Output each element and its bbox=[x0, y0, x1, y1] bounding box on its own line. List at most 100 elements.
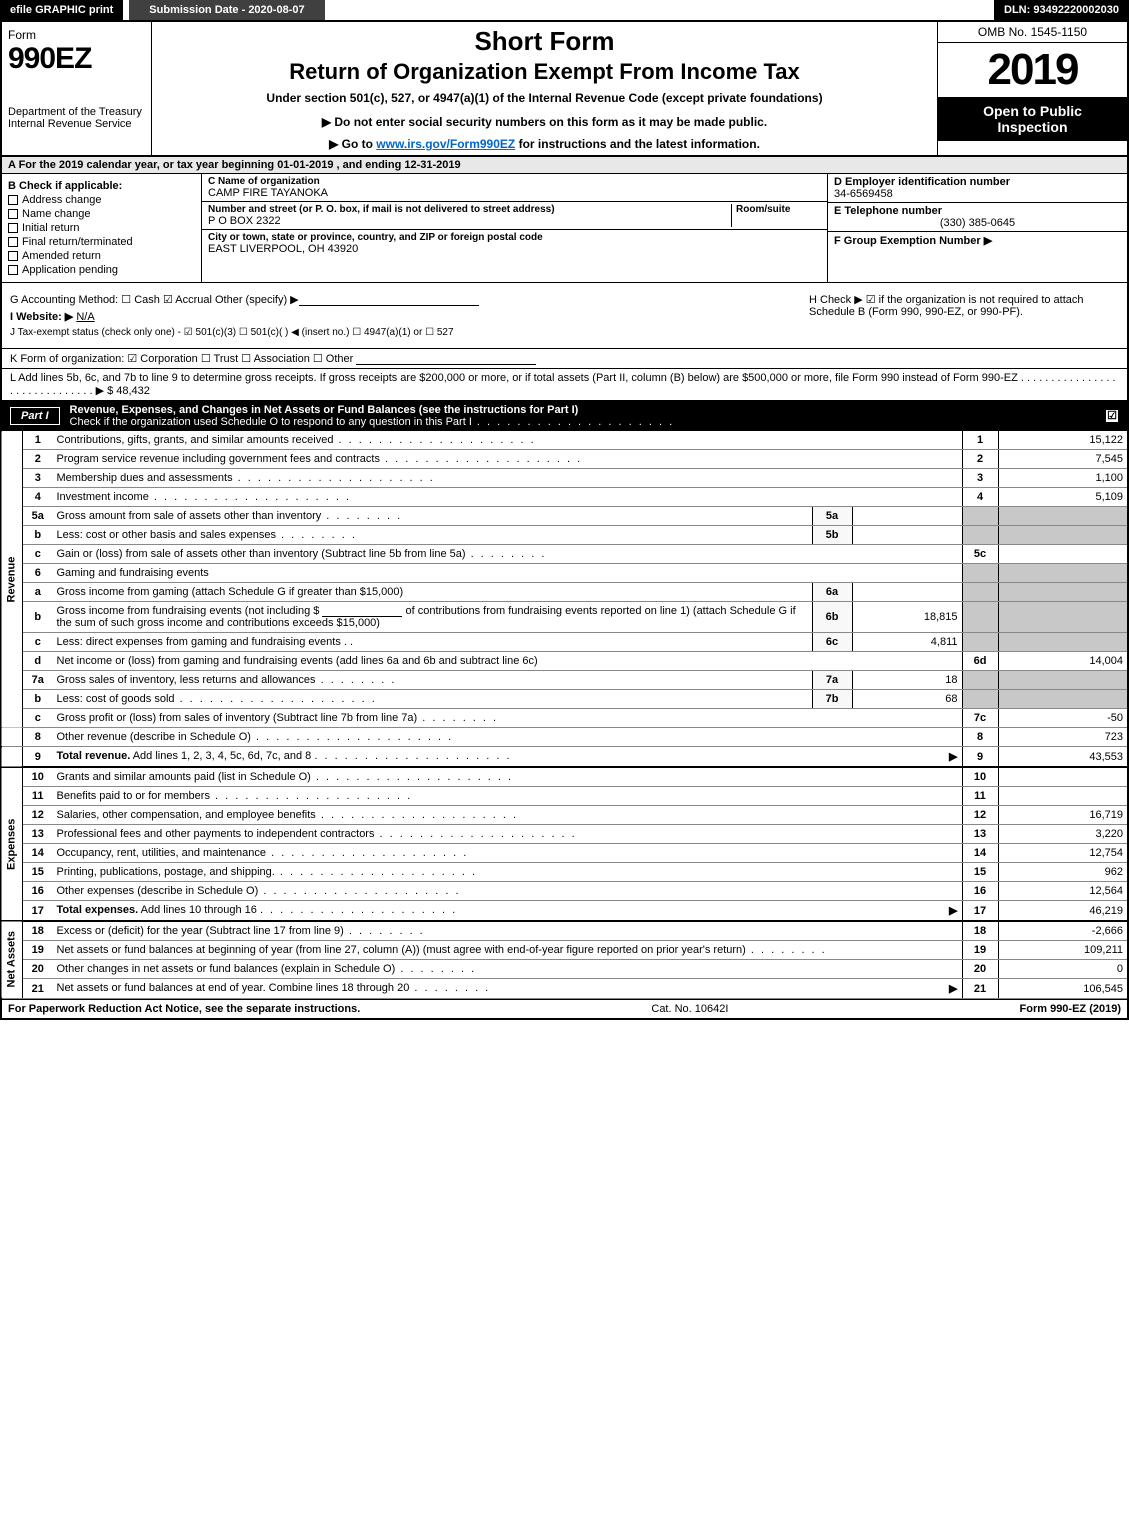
row-18-rnum: 18 bbox=[962, 921, 998, 941]
footer-left: For Paperwork Reduction Act Notice, see … bbox=[8, 1003, 360, 1015]
efile-print-label[interactable]: efile GRAPHIC print bbox=[0, 0, 123, 20]
row-11-text: Benefits paid to or for members bbox=[57, 790, 413, 802]
row-2-rnum: 2 bbox=[962, 450, 998, 469]
line-i: I Website: ▶ N/A bbox=[10, 310, 799, 323]
row-21: 21 Net assets or fund balances at end of… bbox=[1, 979, 1128, 999]
opt-application-pending[interactable]: Application pending bbox=[8, 264, 195, 276]
row-14-rnum: 14 bbox=[962, 844, 998, 863]
part-1-schedule-o-check[interactable]: ☑ bbox=[1105, 409, 1119, 423]
row-13-num: 13 bbox=[23, 825, 53, 844]
row-6d-rnum: 6d bbox=[962, 652, 998, 671]
row-9-rnum: 9 bbox=[962, 747, 998, 768]
goto-suffix: for instructions and the latest informat… bbox=[519, 137, 760, 151]
form-id-block: Form 990EZ Department of the Treasury In… bbox=[2, 22, 152, 155]
phone-row: E Telephone number (330) 385-0645 bbox=[828, 203, 1127, 232]
row-19-num: 19 bbox=[23, 941, 53, 960]
ein-label: D Employer identification number bbox=[834, 176, 1121, 188]
row-6-num: 6 bbox=[23, 564, 53, 583]
footer-right: Form 990-EZ (2019) bbox=[1020, 1003, 1121, 1015]
row-5a-rnum-shade bbox=[962, 507, 998, 526]
row-6b-subval: 18,815 bbox=[852, 602, 962, 633]
row-8-rnum: 8 bbox=[962, 728, 998, 747]
row-12-text: Salaries, other compensation, and employ… bbox=[57, 809, 519, 821]
row-18-num: 18 bbox=[23, 921, 53, 941]
line-i-label: I Website: ▶ bbox=[10, 311, 73, 323]
row-12: 12 Salaries, other compensation, and emp… bbox=[1, 806, 1128, 825]
row-6b-text-a: Gross income from fundraising events (no… bbox=[57, 605, 323, 617]
row-8-num: 8 bbox=[23, 728, 53, 747]
row-5c-text: Gain or (loss) from sale of assets other… bbox=[57, 548, 547, 560]
row-6c-sub: 6c bbox=[812, 633, 852, 652]
row-10-val bbox=[998, 767, 1128, 787]
row-7a-sub: 7a bbox=[812, 671, 852, 690]
row-15-num: 15 bbox=[23, 863, 53, 882]
row-7c: c Gross profit or (loss) from sales of i… bbox=[1, 709, 1128, 728]
org-name-label: C Name of organization bbox=[208, 176, 821, 187]
row-9-arrow: ▶ bbox=[949, 750, 957, 763]
opt-application-pending-label: Application pending bbox=[22, 264, 118, 276]
row-4-rnum: 4 bbox=[962, 488, 998, 507]
row-7b-num: b bbox=[23, 690, 53, 709]
line-l-value: 48,432 bbox=[116, 385, 150, 397]
row-7b-rval-shade bbox=[998, 690, 1128, 709]
short-form-title: Short Form bbox=[160, 26, 929, 57]
row-5a: 5a Gross amount from sale of assets othe… bbox=[1, 507, 1128, 526]
row-6c-rval-shade bbox=[998, 633, 1128, 652]
group-exemption-label: F Group Exemption Number ▶ bbox=[834, 235, 992, 247]
row-14-text: Occupancy, rent, utilities, and maintena… bbox=[57, 847, 469, 859]
street-row: Number and street (or P. O. box, if mail… bbox=[202, 202, 827, 230]
row-16: 16 Other expenses (describe in Schedule … bbox=[1, 882, 1128, 901]
opt-initial-return[interactable]: Initial return bbox=[8, 222, 195, 234]
row-6c-num: c bbox=[23, 633, 53, 652]
opt-amended-return[interactable]: Amended return bbox=[8, 250, 195, 262]
header-right: OMB No. 1545-1150 2019 Open to Public In… bbox=[937, 22, 1127, 155]
ssn-warning: ▶ Do not enter social security numbers o… bbox=[160, 115, 929, 129]
row-1: Revenue 1 Contributions, gifts, grants, … bbox=[1, 431, 1128, 450]
inspect-line1: Open to Public bbox=[942, 103, 1123, 119]
row-6a: a Gross income from gaming (attach Sched… bbox=[1, 583, 1128, 602]
row-21-text: Net assets or fund balances at end of ye… bbox=[57, 982, 491, 994]
line-j: J Tax-exempt status (check only one) - ☑… bbox=[10, 327, 799, 338]
row-6a-text: Gross income from gaming (attach Schedul… bbox=[53, 583, 813, 602]
row-6-rnum-shade bbox=[962, 564, 998, 583]
entity-info-block: B Check if applicable: Address change Na… bbox=[0, 174, 1129, 283]
opt-address-change[interactable]: Address change bbox=[8, 194, 195, 206]
row-18-text: Excess or (deficit) for the year (Subtra… bbox=[57, 925, 425, 937]
row-13-rnum: 13 bbox=[962, 825, 998, 844]
omb-number: OMB No. 1545-1150 bbox=[938, 22, 1127, 43]
irs-gov-link[interactable]: www.irs.gov/Form990EZ bbox=[376, 137, 515, 151]
opt-name-change[interactable]: Name change bbox=[8, 208, 195, 220]
row-19-val: 109,211 bbox=[998, 941, 1128, 960]
row-21-num: 21 bbox=[23, 979, 53, 999]
row-15-rnum: 15 bbox=[962, 863, 998, 882]
row-5c: c Gain or (loss) from sale of assets oth… bbox=[1, 545, 1128, 564]
row-16-num: 16 bbox=[23, 882, 53, 901]
row-5b-sub: 5b bbox=[812, 526, 852, 545]
row-1-text: Contributions, gifts, grants, and simila… bbox=[57, 434, 536, 446]
row-18-val: -2,666 bbox=[998, 921, 1128, 941]
part-1-sub: Check if the organization used Schedule … bbox=[70, 416, 675, 428]
row-7a: 7a Gross sales of inventory, less return… bbox=[1, 671, 1128, 690]
phone-value: (330) 385-0645 bbox=[834, 217, 1121, 229]
opt-initial-return-label: Initial return bbox=[22, 222, 79, 234]
row-6-text: Gaming and fundraising events bbox=[53, 564, 963, 583]
row-10-rnum: 10 bbox=[962, 767, 998, 787]
dept-treasury: Department of the Treasury bbox=[8, 106, 145, 118]
row-2: 2 Program service revenue including gove… bbox=[1, 450, 1128, 469]
open-to-public: Open to Public Inspection bbox=[938, 97, 1127, 141]
footer-cat-no: Cat. No. 10642I bbox=[360, 1003, 1019, 1015]
row-13-val: 3,220 bbox=[998, 825, 1128, 844]
tax-year-period: A For the 2019 calendar year, or tax yea… bbox=[0, 157, 1129, 174]
row-21-val: 106,545 bbox=[998, 979, 1128, 999]
row-6b-rval-shade bbox=[998, 602, 1128, 633]
goto-line: ▶ Go to www.irs.gov/Form990EZ for instru… bbox=[160, 137, 929, 151]
row-6a-sub: 6a bbox=[812, 583, 852, 602]
opt-final-return[interactable]: Final return/terminated bbox=[8, 236, 195, 248]
row-6c-subval: 4,811 bbox=[852, 633, 962, 652]
row-17-arrow: ▶ bbox=[949, 904, 957, 917]
row-2-num: 2 bbox=[23, 450, 53, 469]
goto-prefix: ▶ Go to bbox=[329, 137, 376, 151]
row-9: 9 Total revenue. Add lines 1, 2, 3, 4, 5… bbox=[1, 747, 1128, 768]
street-value: P O BOX 2322 bbox=[208, 215, 731, 227]
row-5b-subval bbox=[852, 526, 962, 545]
